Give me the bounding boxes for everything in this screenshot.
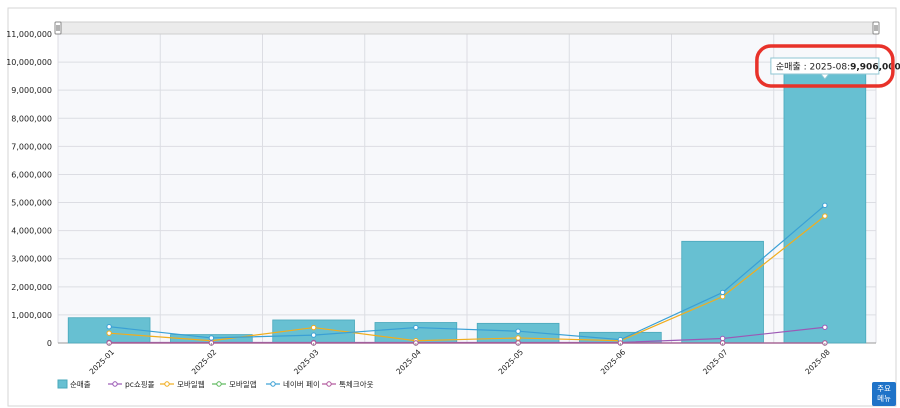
series-point[interactable] bbox=[208, 335, 215, 341]
y-tick-label: 5,000,000 bbox=[11, 199, 52, 208]
y-tick-label: 4,000,000 bbox=[11, 227, 52, 236]
series-point[interactable] bbox=[310, 332, 317, 338]
highlight-annotation bbox=[755, 44, 895, 88]
tooltip-text: 순매출 : 2025-08:9,906,000 bbox=[776, 62, 900, 73]
main-menu-button[interactable]: 주요 메뉴 bbox=[872, 382, 896, 406]
legend-swatch-point bbox=[216, 381, 222, 387]
legend-label: pc쇼핑몰 bbox=[125, 379, 155, 389]
tooltip-value: 9,906,000 bbox=[850, 63, 900, 73]
legend-label: 네이버 페이 bbox=[283, 379, 320, 389]
series-point[interactable] bbox=[719, 289, 726, 296]
range-scrollbar[interactable] bbox=[57, 21, 877, 35]
legend-swatch-point bbox=[112, 381, 118, 387]
legend-item[interactable]: 순매출 bbox=[57, 379, 91, 389]
legend-item[interactable]: pc쇼핑몰 bbox=[108, 379, 155, 389]
legend-swatch-point bbox=[270, 381, 276, 387]
series-point[interactable] bbox=[822, 324, 828, 330]
menu-button-line1: 주요 bbox=[877, 384, 891, 393]
tooltip-label: 순매출 : 2025-08: bbox=[776, 62, 850, 73]
y-tick-label: 6,000,000 bbox=[11, 170, 52, 179]
bar[interactable] bbox=[67, 317, 151, 344]
y-tick-label: 3,000,000 bbox=[11, 255, 52, 264]
series-point[interactable] bbox=[310, 324, 317, 331]
y-tick-label: 11,000,000 bbox=[6, 30, 52, 39]
legend-item[interactable]: 모바일앱 bbox=[212, 379, 257, 389]
y-tick-label: 2,000,000 bbox=[11, 283, 52, 292]
legend-item[interactable]: 네이버 페이 bbox=[266, 379, 320, 389]
legend-swatch-point bbox=[326, 381, 332, 387]
series-point[interactable] bbox=[413, 324, 419, 331]
tooltip-pointer bbox=[819, 73, 830, 80]
legend-label: 톡체크아웃 bbox=[339, 379, 374, 389]
legend-item[interactable]: 모바일웹 bbox=[160, 379, 205, 389]
series-line bbox=[109, 215, 826, 342]
y-tick-label: 0 bbox=[47, 339, 52, 348]
series-point[interactable] bbox=[515, 328, 521, 334]
y-tick-label: 7,000,000 bbox=[11, 142, 52, 151]
legend-item[interactable]: 톡체크아웃 bbox=[322, 379, 374, 389]
legend-swatch-bar bbox=[57, 379, 68, 389]
y-tick-label: 9,000,000 bbox=[11, 86, 52, 95]
y-tick-label: 10,000,000 bbox=[6, 58, 52, 67]
series-point[interactable] bbox=[822, 213, 828, 219]
legend-label: 모바일앱 bbox=[229, 379, 257, 389]
legend-swatch-point bbox=[164, 381, 170, 387]
series-point[interactable] bbox=[515, 335, 521, 341]
series-point[interactable] bbox=[106, 330, 112, 336]
series-point[interactable] bbox=[106, 324, 112, 330]
y-tick-label: 8,000,000 bbox=[11, 114, 52, 123]
range-handle[interactable] bbox=[54, 21, 62, 35]
series-line bbox=[109, 204, 826, 341]
y-tick-label: 1,000,000 bbox=[11, 311, 52, 320]
range-handle[interactable] bbox=[872, 21, 880, 35]
legend-label: 순매출 bbox=[70, 379, 91, 389]
legend-label: 모바일웹 bbox=[177, 379, 205, 389]
menu-button-line2: 메뉴 bbox=[877, 394, 891, 403]
series-point[interactable] bbox=[719, 335, 726, 342]
series-point[interactable] bbox=[822, 202, 828, 209]
